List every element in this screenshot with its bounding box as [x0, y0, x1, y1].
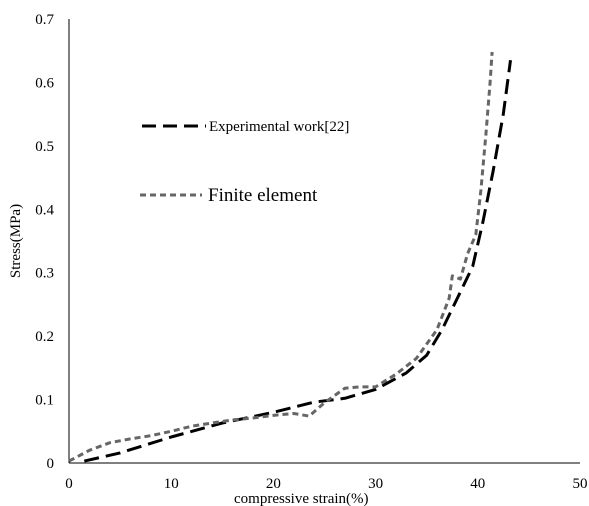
series-line-experimental — [83, 60, 512, 463]
x-tick-label: 20 — [266, 476, 281, 492]
y-tick-labels: 0 0.1 0.2 0.3 0.4 0.5 0.6 0.7 — [35, 12, 54, 472]
series-lines — [68, 51, 512, 463]
y-tick-label: 0.5 — [35, 139, 54, 155]
y-tick-label: 0 — [47, 456, 55, 472]
x-axis-label: compressive strain(%) — [234, 491, 369, 506]
x-tick-labels: 0 10 20 30 40 50 — [65, 476, 587, 492]
y-tick-label: 0.1 — [35, 393, 54, 409]
legend-label-experimental: Experimental work[22] — [209, 119, 349, 135]
x-tick-label: 30 — [368, 476, 383, 492]
x-tick-label: 10 — [164, 476, 179, 492]
series-line-finite-element — [68, 51, 494, 463]
y-tick-label: 0.7 — [35, 12, 54, 28]
y-tick-label: 0.2 — [35, 329, 54, 345]
chart-axes — [68, 19, 580, 464]
y-tick-label: 0.4 — [35, 202, 54, 218]
legend: Experimental work[22] Finite element — [140, 119, 349, 206]
y-tick-label: 0.6 — [35, 75, 54, 91]
legend-label-finite-element: Finite element — [208, 185, 318, 206]
x-tick-label: 40 — [470, 476, 485, 492]
y-tick-label: 0.3 — [35, 266, 54, 282]
y-axis-label: Stress(MPa) — [8, 204, 24, 278]
x-tick-label: 0 — [65, 476, 73, 492]
x-tick-label: 50 — [573, 476, 588, 492]
